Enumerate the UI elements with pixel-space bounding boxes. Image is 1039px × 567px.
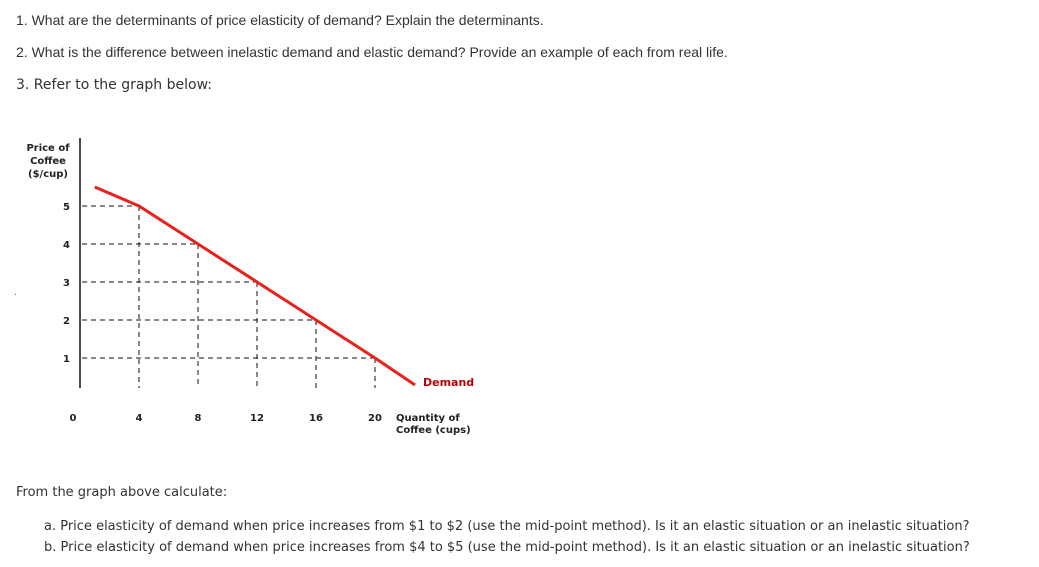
- question-3: 3. Refer to the graph below:: [16, 77, 212, 93]
- y-axis-label: Price of Coffee ($/cup): [26, 143, 70, 180]
- demand-line-tail: [374, 356, 416, 387]
- demand-line: [94, 185, 376, 360]
- y-tick-labels: 1 2 3 4 5: [63, 202, 70, 365]
- x-tick-label: 12: [250, 413, 264, 424]
- y-tick-label: 4: [63, 240, 70, 251]
- calculation-b: b. Price elasticity of demand when price…: [44, 540, 970, 555]
- y-tick-label: 5: [63, 202, 70, 213]
- y-tick-label: 3: [63, 278, 70, 289]
- stray-mark: .: [14, 287, 17, 298]
- x-tick-label: 4: [136, 413, 143, 424]
- y-axis-label-line: Coffee: [30, 156, 66, 167]
- demand-series: Demand: [94, 185, 474, 389]
- x-tick-label: 0: [70, 413, 77, 424]
- y-axis-label-line: ($/cup): [28, 169, 68, 180]
- x-tick-label: 20: [368, 413, 382, 424]
- x-tick-label: 16: [309, 413, 323, 424]
- guide-lines: [82, 205, 376, 388]
- y-tick-label: 2: [63, 316, 70, 327]
- x-axis-label-line: Quantity of: [396, 413, 460, 424]
- demand-label: Demand: [423, 376, 474, 389]
- x-tick-labels: 0 4 8 12 16 20: [70, 413, 382, 424]
- question-1: 1. What are the determinants of price el…: [16, 12, 544, 28]
- question-2: 2. What is the difference between inelas…: [16, 44, 728, 60]
- x-axis-label-line: Coffee (cups): [396, 425, 471, 436]
- calculate-heading: From the graph above calculate:: [16, 485, 228, 500]
- y-axis-label-line: Price of: [26, 143, 70, 154]
- y-tick-label: 1: [63, 354, 70, 365]
- calculation-a: a. Price elasticity of demand when price…: [44, 519, 970, 534]
- x-tick-label: 8: [195, 413, 202, 424]
